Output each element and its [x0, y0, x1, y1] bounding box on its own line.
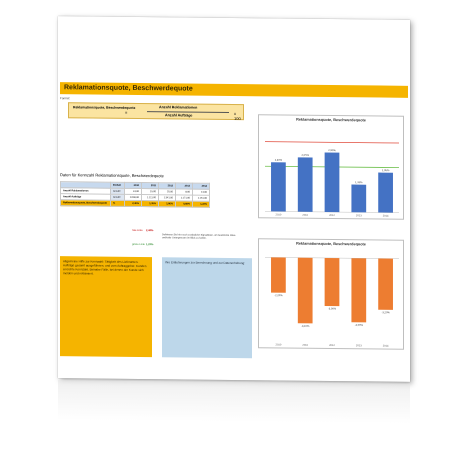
data-label: -3,00%: [328, 306, 337, 310]
tick-label: 2014: [383, 214, 389, 218]
value-cell[interactable]: 1,35%: [141, 200, 159, 207]
unit-cell[interactable]: %: [110, 200, 125, 207]
bar: [297, 257, 313, 324]
data-section-label: Daten für Kennzahl Reklamationsquote, Be…: [60, 172, 164, 179]
formula-numerator: Anzahl Reklamationen: [159, 105, 198, 110]
page-title: Reklamationsquote, Beschwerdequote: [64, 84, 193, 93]
value-cell[interactable]: 1,22%: [192, 201, 210, 208]
bar: [324, 257, 340, 307]
data-table: Einheit 2010 2011 2012 2013 2014 Anzahl …: [60, 181, 210, 208]
chart-quota: Reklamationsquote, Beschwerdequote 2,40%…: [258, 114, 404, 220]
data-label: -3,20%: [381, 310, 390, 314]
value-cell[interactable]: 2,40%: [124, 200, 142, 207]
bar: [351, 184, 367, 213]
bar: [271, 257, 286, 293]
tick-label: 2012: [329, 343, 335, 347]
tick-label: 2010: [276, 342, 282, 346]
formula-box: Reklamationsquote, Beschwerdequote = Anz…: [68, 102, 244, 122]
value-cell[interactable]: 0,68%: [175, 200, 193, 208]
value-cell[interactable]: 1,86%: [158, 200, 176, 207]
bar: [324, 152, 340, 213]
help-panel: Allgemeine Hilfe zur Kennzahl: Tätigkeit…: [60, 256, 152, 358]
formula-multiplier: x 100: [234, 111, 241, 122]
table-row: Reklamationsquote, Beschwerdequote % 2,4…: [60, 199, 210, 208]
limit-note: Definieren Sie hier noch zusätzliche Sig…: [162, 233, 237, 240]
green-line-label: grüne Linie: [132, 242, 145, 247]
data-label: -2,20%: [274, 293, 283, 297]
page-reflection: [58, 380, 410, 424]
fraction-line: [147, 111, 229, 113]
limit-lines-box: rote Linie 2,40% grüne Linie 1,20%: [132, 229, 158, 249]
data-label: -4,10%: [301, 324, 310, 328]
formula-label: Formel:: [60, 96, 71, 101]
bar: [378, 172, 393, 213]
tick-label: 2014: [383, 344, 389, 348]
formula-equals: =: [125, 109, 128, 115]
tick-label: 2012: [329, 213, 335, 217]
tick-label: 2013: [356, 343, 362, 347]
tick-label: 2013: [356, 213, 362, 217]
red-line-value[interactable]: 2,40%: [146, 229, 154, 233]
data-label: -4,00%: [355, 323, 364, 327]
tick-label: 2011: [302, 213, 308, 217]
data-label: 2,90%: [328, 148, 336, 152]
reference-line: [265, 141, 399, 144]
formula-denominator: Anzahl Aufträge: [165, 113, 193, 118]
bar: [351, 258, 367, 323]
data-label: 2,65%: [302, 153, 310, 157]
red-line-label: rote Linie: [132, 228, 143, 233]
chart-plot: 2,40% 2010 2,65% 2011 2,90% 2012 1,35% 2013 1,95…: [265, 141, 399, 218]
bar: [297, 157, 313, 212]
row-label[interactable]: Reklamationsquote, Beschwerdequote: [60, 199, 111, 207]
bar: [271, 162, 286, 212]
chart-negative: Reklamationsquote, Beschwerdequote -2,20…: [258, 238, 404, 350]
notes-panel[interactable]: Ihre Erläuterungen zur Berechnung und zu…: [162, 257, 252, 359]
spreadsheet-page: Reklamationsquote, Beschwerdequote Forme…: [58, 16, 410, 382]
data-label: 1,95%: [382, 168, 390, 172]
tick-label: 2010: [276, 212, 282, 216]
data-label: 2,40%: [275, 158, 283, 162]
tick-label: 2011: [302, 343, 308, 347]
data-label: 1,35%: [355, 180, 363, 184]
green-line-value[interactable]: 1,20%: [146, 243, 154, 247]
title-bar: Reklamationsquote, Beschwerdequote: [60, 82, 408, 98]
chart-plot: -2,20% 2010 -4,10% 2011 -3,00% 2012 -4,00% 2013…: [265, 257, 399, 348]
bar: [378, 258, 393, 310]
